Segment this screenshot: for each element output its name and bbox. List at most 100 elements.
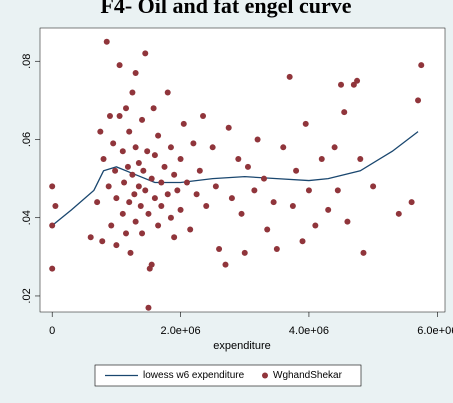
scatter-point [331, 144, 338, 151]
scatter-point [357, 156, 364, 163]
scatter-point [150, 105, 157, 112]
scatter-point [164, 89, 171, 96]
y-tick-label: .04 [21, 210, 33, 225]
scatter-point [52, 202, 59, 209]
scatter-point [334, 187, 341, 194]
scatter-point [196, 167, 203, 174]
scatter-point [113, 195, 120, 202]
scatter-point [132, 69, 139, 76]
scatter-point [112, 167, 119, 174]
scatter-point [270, 199, 277, 206]
scatter-point [241, 249, 248, 256]
scatter-point [140, 167, 147, 174]
scatter-point [49, 265, 56, 272]
scatter-point [238, 210, 245, 217]
y-tick-label: .08 [21, 54, 33, 69]
x-axis-label: expenditure [213, 340, 271, 352]
scatter-point [161, 163, 168, 170]
scatter-point [145, 304, 152, 311]
scatter-point [209, 144, 216, 151]
scatter-point [293, 167, 300, 174]
scatter-point [126, 128, 133, 135]
scatter-point [113, 242, 120, 249]
legend-label: lowess w6 expenditure [143, 370, 245, 381]
scatter-point [99, 238, 106, 245]
x-tick-label: 4.0e+06 [289, 325, 329, 337]
scatter-point [302, 120, 309, 127]
scatter-point [155, 132, 162, 139]
scatter-point [145, 210, 152, 217]
scatter-point [116, 113, 123, 120]
scatter-point [344, 218, 351, 225]
scatter-point [155, 222, 162, 229]
scatter-point [225, 124, 232, 131]
scatter-point [142, 187, 149, 194]
scatter-point [177, 156, 184, 163]
scatter-point [338, 81, 345, 88]
scatter-point [105, 183, 112, 190]
scatter-point [244, 163, 251, 170]
scatter-point [289, 202, 296, 209]
plot-area [39, 27, 446, 313]
scatter-point [216, 246, 223, 253]
scatter-point [151, 195, 158, 202]
scatter-point [129, 171, 136, 178]
scatter-point [151, 152, 158, 159]
scatter-point [164, 191, 171, 198]
scatter-point [415, 97, 422, 104]
scatter-point [108, 222, 115, 229]
scatter-point [354, 77, 361, 84]
scatter-point [123, 230, 130, 237]
scatter-point [135, 159, 142, 166]
scatter-point [49, 222, 56, 229]
scatter-point [49, 183, 56, 190]
scatter-point [187, 226, 194, 233]
scatter-point [171, 171, 178, 178]
scatter-point [418, 62, 425, 69]
scatter-point [203, 202, 210, 209]
scatter-point [131, 191, 138, 198]
scatter-point [142, 50, 149, 57]
scatter-point [299, 238, 306, 245]
scatter-point [395, 210, 402, 217]
scatter-point [222, 261, 229, 268]
scatter-point [100, 156, 107, 163]
scatter-point [167, 144, 174, 151]
scatter-point [124, 163, 131, 170]
scatter-point [119, 210, 126, 217]
scatter-point [325, 206, 332, 213]
scatter-point [144, 148, 151, 155]
lowess-line [51, 131, 419, 227]
scatter-point [408, 199, 415, 206]
scatter-point [183, 179, 190, 186]
scatter-point [135, 183, 142, 190]
scatter-point [312, 222, 319, 229]
scatter-point [132, 144, 139, 151]
scatter-point [177, 206, 184, 213]
scatter-point [158, 179, 165, 186]
scatter-point [341, 109, 348, 116]
scatter-point [148, 261, 155, 268]
scatter-point [318, 156, 325, 163]
y-tick-label: .02 [21, 288, 33, 303]
scatter-point [123, 105, 130, 112]
scatter-point [158, 202, 165, 209]
scatter-point [264, 226, 271, 233]
scatter-point [119, 148, 126, 155]
scatter-point [139, 116, 146, 123]
x-tick-label: 2.0e+06 [161, 325, 201, 337]
scatter-point [148, 175, 155, 182]
scatter-point [193, 191, 200, 198]
scatter-point [174, 187, 181, 194]
x-tick-label: 6.0e+06 [417, 325, 453, 337]
scatter-point [261, 175, 268, 182]
x-tick-label: 0 [49, 325, 55, 337]
scatter-point [212, 183, 219, 190]
scatter-point [132, 218, 139, 225]
scatter-point [121, 179, 128, 186]
legend-marker [262, 372, 268, 379]
y-tick-label: .06 [21, 132, 33, 147]
scatter-point [273, 246, 280, 253]
scatter-point [129, 89, 136, 96]
